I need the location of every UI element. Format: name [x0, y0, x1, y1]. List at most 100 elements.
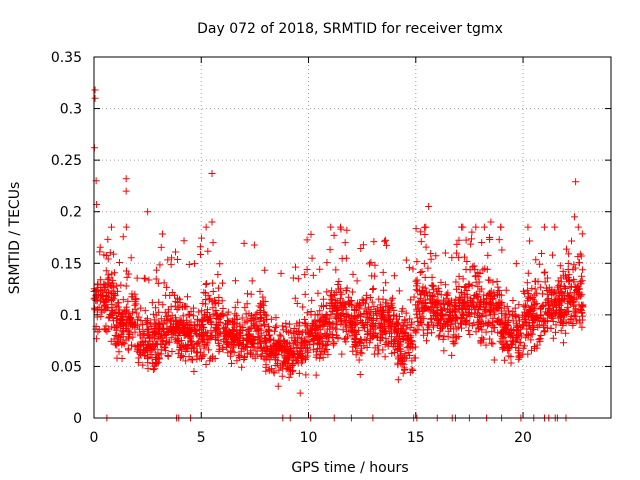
data-point	[276, 331, 284, 339]
data-point	[215, 294, 223, 302]
data-point	[117, 281, 125, 289]
data-point	[272, 314, 280, 322]
data-point	[131, 290, 139, 298]
data-point	[536, 314, 544, 322]
data-point	[448, 254, 456, 262]
data-point	[399, 305, 407, 313]
data-point	[497, 291, 505, 299]
data-point	[440, 347, 448, 355]
data-point	[418, 320, 426, 328]
data-point	[119, 296, 127, 304]
data-point	[471, 310, 479, 318]
data-point	[538, 249, 546, 257]
data-point	[373, 333, 381, 341]
data-point	[341, 317, 349, 325]
data-point	[359, 324, 367, 332]
data-point	[520, 342, 528, 350]
data-point	[145, 331, 153, 339]
data-point	[135, 354, 143, 362]
data-point	[122, 282, 130, 290]
data-point	[219, 304, 227, 312]
data-point	[267, 347, 275, 355]
data-point	[175, 304, 183, 312]
data-point	[455, 332, 463, 340]
data-point	[548, 314, 556, 322]
data-point	[564, 289, 572, 297]
data-point	[515, 355, 523, 363]
data-point	[484, 291, 492, 299]
data-point	[202, 289, 210, 297]
data-point	[524, 350, 532, 358]
data-point	[417, 238, 425, 246]
data-point	[241, 304, 249, 312]
y-tick-label: 0.1	[60, 308, 82, 324]
data-point	[181, 325, 189, 333]
data-point	[202, 223, 210, 231]
data-point	[289, 340, 297, 348]
data-point	[381, 340, 389, 348]
data-point	[384, 324, 392, 332]
data-point	[394, 340, 402, 348]
data-point	[517, 329, 525, 337]
data-point	[202, 332, 210, 340]
data-point	[494, 317, 502, 325]
data-point	[475, 278, 483, 286]
data-point	[455, 293, 463, 301]
data-point	[419, 299, 427, 307]
data-point	[204, 247, 212, 255]
data-point	[267, 315, 275, 323]
data-point	[149, 346, 157, 354]
data-point	[292, 263, 300, 271]
data-point	[448, 351, 456, 359]
data-point	[437, 306, 445, 314]
data-point	[352, 334, 360, 342]
data-point	[525, 290, 533, 298]
data-point	[329, 334, 337, 342]
data-point	[451, 339, 459, 347]
data-point	[487, 287, 495, 295]
data-point	[399, 369, 407, 377]
data-point	[112, 282, 120, 290]
data-point	[562, 319, 570, 327]
data-point	[113, 287, 121, 295]
data-point	[557, 312, 565, 320]
data-point	[362, 291, 370, 299]
data-point	[196, 243, 204, 251]
data-point	[427, 315, 435, 323]
data-point	[344, 311, 352, 319]
data-point	[411, 343, 419, 351]
data-point	[291, 353, 299, 361]
data-point	[437, 278, 445, 286]
data-point	[193, 340, 201, 348]
data-point	[327, 311, 335, 319]
data-point	[467, 235, 475, 243]
data-point	[336, 299, 344, 307]
data-point	[188, 338, 196, 346]
data-point	[179, 312, 187, 320]
data-point	[353, 318, 361, 326]
data-point	[429, 299, 437, 307]
data-point	[540, 323, 548, 331]
data-point	[515, 313, 523, 321]
data-point	[152, 275, 160, 283]
data-point	[565, 278, 573, 286]
data-point	[302, 321, 310, 329]
data-point	[569, 321, 577, 329]
data-point	[465, 280, 473, 288]
data-point	[468, 322, 476, 330]
data-point	[368, 298, 376, 306]
data-point	[407, 296, 415, 304]
data-point	[135, 325, 143, 333]
data-point	[106, 249, 114, 257]
x-tick-label: 10	[300, 430, 318, 446]
data-point	[400, 365, 408, 373]
data-point	[261, 266, 269, 274]
data-point	[236, 321, 244, 329]
data-point	[201, 341, 209, 349]
data-point	[270, 368, 278, 376]
data-point	[406, 315, 414, 323]
data-point	[295, 322, 303, 330]
data-point	[519, 287, 527, 295]
data-point	[128, 341, 136, 349]
data-point	[250, 321, 258, 329]
